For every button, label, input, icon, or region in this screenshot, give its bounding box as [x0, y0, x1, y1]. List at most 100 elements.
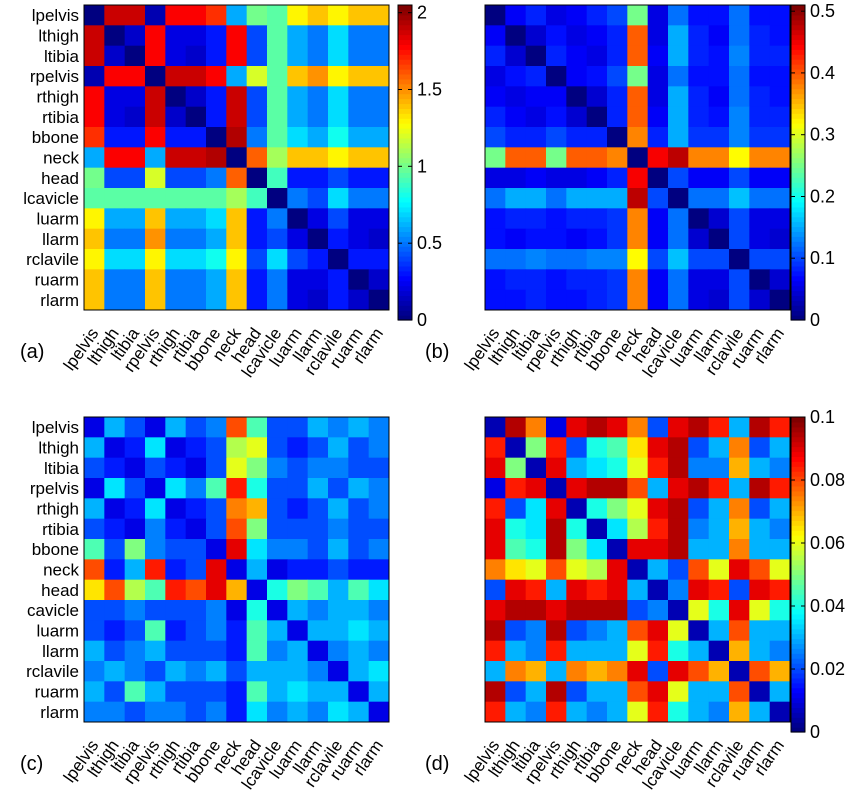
heatmap-cell: [328, 106, 349, 128]
heatmap-cell: [525, 620, 547, 642]
colorbar-step: [791, 535, 805, 541]
heatmap-cell: [607, 188, 628, 209]
heatmap-cell: [729, 498, 750, 520]
heatmap-cell: [104, 559, 126, 581]
heatmap-cell: [124, 620, 146, 642]
heatmap-cell: [607, 518, 628, 540]
heatmap-cell: [586, 167, 608, 189]
heatmap-cell: [307, 579, 329, 601]
heatmap-cell: [165, 269, 187, 291]
heatmap-cell: [708, 518, 730, 540]
heatmap-cell: [206, 25, 227, 47]
heatmap-cell: [267, 5, 288, 26]
colorbar-step: [791, 604, 805, 610]
heatmap-cell: [246, 147, 268, 169]
heatmap-cell: [287, 208, 309, 230]
heatmap-cell: [647, 25, 669, 47]
heatmap-cell: [729, 228, 750, 250]
colorbar-step: [398, 118, 412, 124]
heatmap-cell: [246, 269, 268, 291]
heatmap-cell: [124, 640, 146, 662]
heatmap-cell: [708, 640, 730, 662]
colorbar-step: [791, 14, 805, 21]
colorbar-step: [398, 206, 412, 213]
heatmap-cell: [368, 208, 390, 230]
heatmap-cell: [546, 269, 567, 291]
heatmap-cell: [505, 498, 527, 520]
heatmap-cell: [185, 5, 207, 26]
heatmap-cell: [688, 701, 710, 723]
heatmap-cell: [307, 167, 329, 189]
heatmap-cell: [607, 640, 628, 662]
colorbar-tick-label: 0.06: [810, 533, 845, 553]
heatmap-cell: [729, 600, 750, 621]
heatmap-cell: [485, 457, 506, 479]
heatmap-cell: [546, 478, 567, 499]
heatmap-cell: [688, 600, 710, 621]
colorbar-step: [398, 251, 412, 257]
colorbar-tick-label: 0.4: [810, 63, 835, 83]
heatmap-cell: [165, 518, 187, 540]
heatmap-cell: [586, 127, 608, 148]
heatmap-cell: [607, 45, 628, 67]
heatmap-cell: [84, 661, 105, 682]
heatmap-cell: [525, 5, 547, 26]
heatmap-cell: [84, 289, 105, 311]
colorbar: 0 0.1 0.2 0.3 0.4 0.5: [790, 1, 835, 330]
heatmap-cell: [607, 437, 628, 459]
heatmap-cell: [145, 86, 166, 108]
heatmap-cell: [586, 5, 608, 26]
heatmap-cell: [668, 478, 689, 499]
heatmap-cell: [307, 457, 329, 479]
heatmap-cell: [729, 457, 750, 479]
colorbar-frame: [790, 416, 806, 733]
colorbar-step: [791, 633, 805, 640]
colorbar-step: [791, 712, 805, 718]
heatmap-cell: [226, 289, 248, 311]
heatmap-cell: [607, 66, 628, 87]
colorbar-step: [791, 295, 805, 301]
heatmap-cell: [246, 45, 268, 67]
row-label: head: [41, 169, 79, 188]
heatmap-cell: [145, 147, 166, 169]
heatmap-cell: [348, 498, 370, 520]
colorbar-step: [791, 451, 805, 457]
heatmap-cell: [749, 518, 771, 540]
colorbar-step: [791, 83, 805, 90]
heatmap-cell: [226, 86, 248, 108]
colorbar-step: [398, 177, 412, 183]
row-label: ruarm: [35, 683, 79, 702]
heatmap-cell: [206, 289, 227, 311]
heatmap-cell: [165, 228, 187, 250]
heatmap-cell: [124, 269, 146, 291]
heatmap-cell: [729, 45, 750, 67]
colorbar-step: [398, 290, 412, 296]
colorbar-step: [791, 687, 805, 694]
heatmap-cell: [708, 539, 730, 560]
colorbar-step: [398, 192, 412, 198]
heatmap-cell: [267, 661, 288, 682]
row-label: neck: [43, 561, 79, 580]
colorbar-step: [398, 241, 412, 247]
heatmap-cell: [749, 208, 771, 230]
colorbar-step: [791, 206, 805, 213]
heatmap-cell: [586, 45, 608, 67]
heatmap-cell: [688, 498, 710, 520]
colorbar-step: [398, 128, 412, 134]
heatmap-cell: [267, 289, 288, 311]
heatmap-cell: [267, 437, 288, 459]
heatmap-cell: [505, 208, 527, 230]
colorbar-step: [791, 9, 805, 16]
colorbar-step: [791, 177, 805, 183]
colorbar-step: [791, 113, 805, 119]
colorbar-step: [398, 68, 412, 75]
heatmap-cell: [729, 5, 750, 26]
heatmap-cell: [749, 681, 771, 703]
heatmap-cell: [668, 106, 689, 128]
heatmap-cell: [607, 600, 628, 621]
heatmap-cell: [368, 127, 390, 148]
heatmap-cell: [708, 5, 730, 26]
heatmap-cell: [104, 127, 126, 148]
heatmap-cell: [185, 147, 207, 169]
panel-label: (a): [20, 341, 44, 363]
